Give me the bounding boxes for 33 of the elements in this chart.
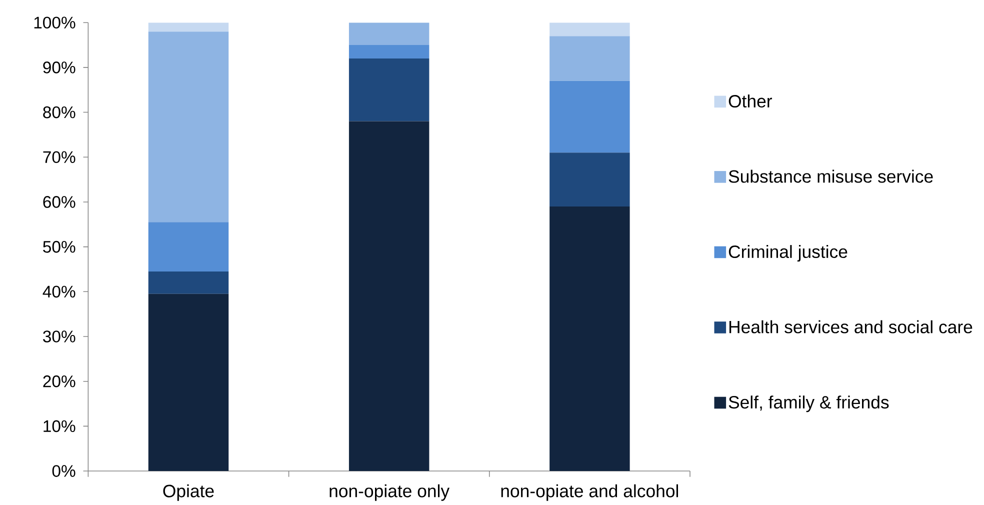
y-tick-label: 20% — [43, 375, 76, 388]
bar — [148, 22, 229, 32]
bar — [148, 271, 229, 294]
bar — [348, 22, 430, 45]
bar — [148, 294, 229, 471]
bar — [550, 206, 630, 471]
bar — [348, 44, 430, 58]
bar — [148, 222, 229, 272]
legend-label: Criminal justice — [728, 244, 848, 262]
y-tick-label: 10% — [44, 420, 76, 432]
legend-label: Other — [728, 94, 772, 108]
legend-label: Health services and social care — [729, 320, 972, 334]
bar — [550, 36, 630, 81]
y-tick-label: 100% — [34, 16, 76, 28]
x-tick-label: non-opiate only — [330, 484, 450, 501]
y-tick-label: 60% — [43, 196, 76, 208]
bar — [550, 152, 630, 206]
bar — [348, 121, 430, 471]
y-tick-label: 50% — [43, 240, 76, 253]
bar — [148, 31, 229, 222]
y-tick-label: 0% — [52, 464, 76, 477]
y-tick-label: 40% — [42, 286, 76, 298]
bar — [348, 58, 430, 122]
bar — [550, 22, 630, 36]
y-tick-label: 70% — [43, 150, 76, 163]
bar — [550, 80, 630, 152]
x-tick-label: Opiate — [163, 484, 214, 501]
x-tick-label: non-opiate and alcohol — [501, 484, 678, 501]
y-tick-label: 30% — [43, 330, 76, 342]
legend-label: Substance misuse service — [728, 170, 933, 183]
y-tick-label: 90% — [43, 61, 76, 74]
legend-label: Self, family & friends — [728, 395, 889, 412]
y-tick-label: 80% — [43, 106, 76, 118]
